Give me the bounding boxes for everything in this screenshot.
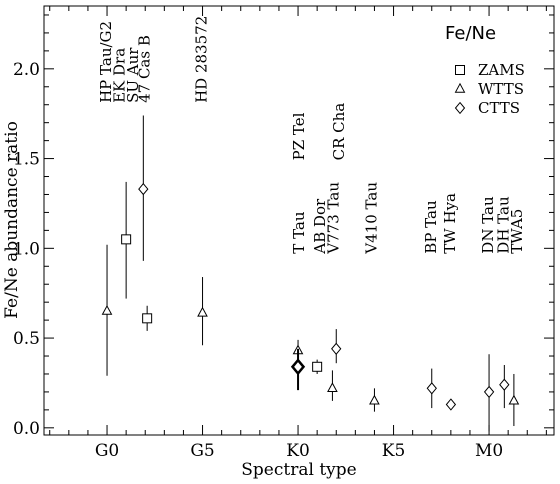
diamond-point	[290, 358, 306, 376]
diamond-point	[426, 382, 437, 395]
y-axis-label: Fe/Ne abundance ratio	[2, 121, 22, 319]
plot-frame	[43, 5, 555, 436]
star-annotation: TW Hya	[441, 193, 459, 254]
star-annotation: EK Dra	[111, 48, 129, 103]
square-point	[121, 234, 132, 245]
y-tick-label: 2.0	[13, 60, 40, 80]
star-annotation: SU Aur	[124, 47, 142, 103]
legend-triangle-marker	[454, 82, 466, 93]
legend-diamond-marker	[454, 101, 466, 115]
legend-entry-label: WTTS	[478, 80, 524, 98]
x-tick-label: K0	[286, 441, 310, 461]
star-annotation: CR Cha	[330, 103, 348, 161]
star-annotation: PZ Tel	[290, 112, 308, 160]
star-annotation: DH Tau	[494, 196, 512, 254]
x-axis-label: Spectral type	[241, 460, 356, 480]
legend-entry-label: CTTS	[478, 99, 520, 117]
y-tick-label: 1.5	[13, 150, 40, 170]
star-annotation: BP Tau	[422, 200, 440, 254]
star-annotation: T Tau	[290, 211, 308, 254]
star-annotation: 47 Cas B	[135, 35, 153, 103]
legend-square-marker	[455, 65, 465, 75]
square-point	[142, 313, 153, 324]
star-annotation: TWA5	[508, 209, 526, 254]
y-tick-label: 0.0	[13, 419, 40, 439]
data-points	[101, 115, 520, 432]
diamond-point	[483, 385, 495, 399]
x-tick-label: M0	[475, 441, 503, 461]
star-annotation: AB Dor	[311, 198, 329, 255]
diamond-point	[499, 378, 510, 391]
legend-entry-label: ZAMS	[478, 61, 525, 79]
triangle-point	[369, 394, 380, 405]
legend-title: Fe/Ne	[445, 23, 496, 44]
diamond-point	[138, 182, 149, 196]
y-tick-label: 0.5	[13, 329, 40, 349]
x-tick-label: K5	[382, 441, 406, 461]
triangle-point	[508, 394, 520, 405]
triangle-point	[101, 304, 113, 315]
y-axis: 0.0 0.5 1.0 1.5 2.0	[13, 14, 554, 439]
diamond-point	[445, 398, 457, 411]
y-tick-label: 1.0	[13, 239, 40, 259]
diamond-point	[331, 342, 342, 355]
star-annotation: V410 Tau	[363, 182, 381, 255]
x-tick-label: G5	[190, 441, 214, 461]
triangle-point	[327, 382, 338, 392]
star-annotation: DN Tau	[479, 196, 497, 254]
x-axis: G0 G5 K0 K5 M0	[49, 6, 547, 461]
square-point	[312, 361, 323, 372]
star-annotation: V773 Tau	[324, 182, 342, 255]
triangle-point	[197, 306, 208, 317]
star-annotation: HP Tau/G2	[97, 21, 115, 103]
x-tick-label: G0	[95, 441, 119, 461]
star-annotation: HD 283572	[193, 16, 211, 103]
